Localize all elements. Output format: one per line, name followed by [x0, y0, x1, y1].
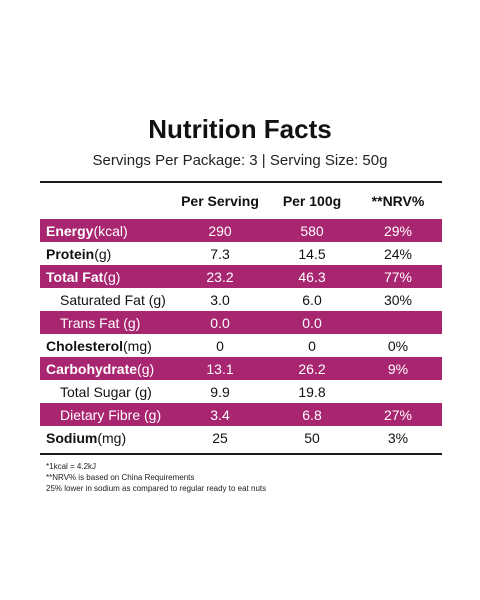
per-serving-value: 290: [208, 222, 232, 239]
nrv-value: 24%: [383, 245, 413, 262]
per-serving-value: 9.9: [210, 383, 230, 400]
nutrient-name: Saturated Fat (g): [60, 291, 166, 308]
nutrient-label: Protein: [46, 245, 95, 262]
table-header-row: Per Serving Per 100g **NRV%: [40, 183, 442, 219]
nutrient-unit: (mg): [97, 429, 127, 446]
nrv-value: [358, 380, 438, 403]
nutrient-name: Trans Fat (g): [60, 314, 141, 331]
nrv-value: 77%: [383, 268, 413, 285]
page-title: Nutrition Facts: [148, 114, 332, 144]
footnotes: *1kcal = 4.2kJ **NRV% is based on China …: [40, 455, 442, 494]
nutrient-name: Cholesterol (mg): [46, 334, 152, 357]
nutrient-name: Total Sugar (g): [60, 383, 152, 400]
table-row: Energy (kcal) 290 580 29%: [40, 219, 442, 242]
serving-info: Servings Per Package: 3 | Serving Size: …: [92, 152, 388, 169]
per-serving-value: 0.0: [210, 314, 230, 331]
nrv-value: 3%: [387, 429, 409, 446]
nutrient-label: Cholesterol: [46, 337, 124, 354]
table-row: Total Fat (g) 23.2 46.3 77%: [40, 265, 442, 288]
nutrient-name: Dietary Fibre (g): [60, 406, 162, 423]
table-row: Cholesterol (mg) 0 0 0%: [40, 334, 442, 357]
per-100g-value: 580: [300, 222, 324, 239]
nrv-value: 0%: [387, 337, 409, 354]
per-serving-value: 25: [212, 429, 228, 446]
nutrient-label: Carbohydrate: [46, 360, 138, 377]
nutrient-name: Sodium (mg): [46, 426, 126, 449]
nutrient-unit: (mg): [123, 337, 152, 354]
table-bottom-rule: [40, 453, 442, 455]
header-per-100g: Per 100g: [282, 193, 342, 209]
nutrient-label: Total Fat: [46, 268, 104, 285]
table-row: Trans Fat (g) 0.0 0.0: [40, 311, 442, 334]
nutrient-unit: (g): [103, 268, 121, 285]
nutrient-name: Energy (kcal): [46, 219, 128, 242]
per-serving-value: 3.0: [210, 291, 230, 308]
table-row: Dietary Fibre (g) 3.4 6.8 27%: [40, 403, 442, 426]
per-100g-value: 19.8: [298, 383, 326, 400]
footnote-kcal: *1kcal = 4.2kJ: [46, 462, 97, 471]
nutrient-name: Total Fat (g): [46, 265, 120, 288]
nutrient-unit: (g): [94, 245, 112, 262]
per-serving-value: 3.4: [210, 406, 230, 423]
per-serving-value: 23.2: [206, 268, 234, 285]
nutrition-table: Per Serving Per 100g **NRV% Energy (kcal…: [40, 181, 442, 494]
table-row: Saturated Fat (g) 3.0 6.0 30%: [40, 288, 442, 311]
per-100g-value: 6.0: [302, 291, 322, 308]
nutrient-name: Carbohydrate (g): [46, 357, 154, 380]
per-serving-value: 13.1: [206, 360, 234, 377]
nrv-value: 9%: [387, 360, 409, 377]
per-100g-value: 6.8: [302, 406, 322, 423]
nrv-value: 29%: [383, 222, 413, 239]
table-row: Protein (g) 7.3 14.5 24%: [40, 242, 442, 265]
nrv-value: 30%: [383, 291, 413, 308]
per-100g-value: 14.5: [298, 245, 326, 262]
nrv-value: 27%: [383, 406, 413, 423]
nutrient-label: Energy: [46, 222, 94, 239]
table-row: Carbohydrate (g) 13.1 26.2 9%: [40, 357, 442, 380]
nutrient-unit: (g): [137, 360, 155, 377]
per-serving-value: 0: [216, 337, 224, 354]
per-100g-value: 0.0: [302, 314, 322, 331]
nutrient-unit: (kcal): [93, 222, 128, 239]
nutrient-name: Protein (g): [46, 242, 111, 265]
table-row: Total Sugar (g) 9.9 19.8: [40, 380, 442, 403]
table-row: Sodium (mg) 25 50 3%: [40, 426, 442, 449]
per-100g-value: 0: [308, 337, 316, 354]
per-100g-value: 26.2: [298, 360, 326, 377]
per-100g-value: 50: [304, 429, 320, 446]
header-per-serving: Per Serving: [181, 193, 259, 209]
per-serving-value: 7.3: [210, 245, 230, 262]
nutrient-label: Sodium: [46, 429, 98, 446]
header-nrv: **NRV%: [371, 193, 425, 209]
per-100g-value: 46.3: [298, 268, 326, 285]
footnote-nrv: **NRV% is based on China Requirements: [46, 473, 195, 482]
nrv-value: [358, 311, 438, 334]
footnote-sodium: 25% lower in sodium as compared to regul…: [46, 484, 267, 493]
